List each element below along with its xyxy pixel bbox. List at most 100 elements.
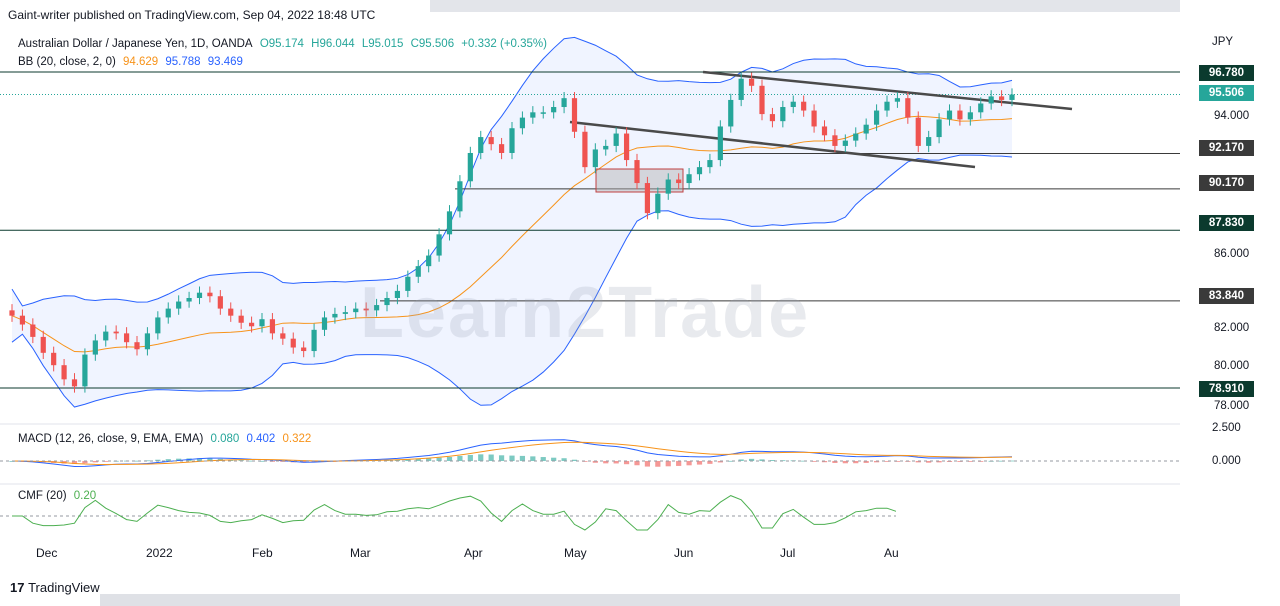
- price-tick: 78.000: [1214, 400, 1250, 412]
- x-label: Dec: [36, 546, 58, 560]
- candle-body: [446, 211, 453, 235]
- ohlc-change: +0.332 (+0.35%): [461, 38, 547, 50]
- macd-histogram-bar: [873, 461, 880, 463]
- published-text: Gaint-writer published on TradingView.co…: [8, 8, 376, 22]
- ohlc-open: O95.174: [259, 38, 304, 50]
- macd-histogram-bar: [957, 461, 963, 462]
- price-tag-92170: 92.170: [1199, 140, 1254, 156]
- candle-body: [311, 329, 317, 352]
- candle-body: [30, 324, 36, 337]
- candle-body: [155, 317, 161, 334]
- macd-histogram-bar: [530, 456, 536, 461]
- candle-body: [748, 78, 755, 86]
- macd-histogram-bar: [498, 455, 505, 461]
- candle-body: [530, 112, 536, 118]
- candle-body: [478, 137, 484, 153]
- candle-body: [738, 78, 744, 100]
- symbol-name: Australian Dollar / Japanese Yen, 1D, OA…: [18, 38, 253, 50]
- macd-histogram-bar: [311, 461, 317, 463]
- price-tag-83840: 83.840: [1199, 288, 1254, 304]
- macd-line: [11, 439, 1013, 467]
- header-bar: Gaint-writer published on TradingView.co…: [0, 0, 1280, 30]
- macd-histogram-bar: [467, 454, 473, 461]
- candle-body: [301, 347, 307, 352]
- macd-histogram-bar: [540, 457, 546, 461]
- macd-histogram-bar: [509, 455, 515, 461]
- candle-body: [957, 110, 963, 120]
- candle-body: [759, 85, 765, 115]
- cmf-line: [12, 495, 1013, 531]
- candle-body: [551, 107, 557, 113]
- candle-body: [498, 144, 505, 153]
- candle-body: [176, 301, 182, 309]
- candle-body: [71, 379, 78, 387]
- candle-body: [238, 315, 244, 323]
- macd-histogram-bar: [519, 455, 526, 461]
- candle-body: [561, 98, 567, 108]
- macd-histogram-bar: [71, 461, 78, 465]
- candle-body: [373, 305, 380, 311]
- candle-body: [61, 365, 67, 380]
- macd-histogram-bar: [894, 461, 901, 462]
- macd-histogram-bar: [551, 457, 557, 461]
- macd-histogram-bar: [811, 461, 817, 462]
- macd-histogram-bar: [748, 458, 755, 461]
- macd-histogram-bar: [176, 458, 182, 461]
- macd-histogram-bar: [134, 460, 140, 462]
- candle-body: [134, 342, 140, 350]
- macd-histogram-bar: [165, 459, 171, 461]
- macd-histogram-bar: [478, 454, 484, 461]
- candle-body: [634, 160, 640, 184]
- macd-histogram-bar: [842, 461, 848, 464]
- candle-body: [426, 255, 432, 267]
- bb-label: BB (20, close, 2, 0): [18, 56, 116, 68]
- candle-body: [821, 126, 828, 136]
- bb-lower-line: [11, 154, 1013, 408]
- candle-body: [873, 110, 880, 125]
- macd-histogram-bar: [415, 458, 421, 461]
- macd-histogram-bar: [259, 460, 265, 462]
- tv-logo-icon: 17: [10, 580, 29, 595]
- macd-histogram-bar: [436, 457, 442, 461]
- candle-body: [92, 340, 98, 355]
- price-tag-96780: 96.780: [1199, 65, 1254, 81]
- price-tick: 86.000: [1214, 248, 1250, 260]
- macd-histogram-bar: [676, 461, 682, 466]
- x-label: Mar: [350, 546, 371, 560]
- macd-histogram-bar: [769, 460, 776, 461]
- candle-body: [582, 131, 588, 168]
- candle-body: [40, 336, 46, 353]
- macd-histogram-bar: [967, 461, 973, 462]
- trend-line-upper: [702, 70, 1073, 111]
- candle-body: [144, 333, 151, 350]
- candle-body: [842, 140, 848, 146]
- macd-tick: 0.000: [1212, 455, 1241, 467]
- candle-body: [488, 137, 494, 145]
- bb-upper-line: [11, 36, 1013, 307]
- macd-histogram-bar: [717, 461, 723, 463]
- candle-body: [728, 99, 734, 127]
- ohlc-close: C95.506: [410, 38, 455, 50]
- candle-body: [321, 317, 328, 330]
- macd-legend: MACD (12, 26, close, 9, EMA, EMA) 0.080 …: [18, 433, 315, 445]
- macd-line-value: 0.402: [246, 433, 276, 445]
- candle-body: [717, 126, 723, 161]
- bb-legend: BB (20, close, 2, 0) 94.629 95.788 93.46…: [18, 56, 247, 68]
- candle-body: [863, 124, 869, 134]
- candle-body: [644, 183, 651, 214]
- macd-histogram-bar: [571, 459, 578, 461]
- candle-body: [592, 149, 598, 168]
- macd-tick: 2.500: [1212, 422, 1241, 434]
- macd-histogram-bar: [561, 458, 567, 461]
- candle-body: [686, 174, 692, 184]
- price-tag-78910: 78.910: [1199, 381, 1254, 397]
- x-label: Jul: [780, 546, 796, 560]
- candle-body: [613, 133, 619, 146]
- macd-histogram-bar: [665, 461, 671, 467]
- macd-histogram-bar: [696, 461, 703, 465]
- candle-body: [603, 145, 609, 150]
- macd-histogram-bar: [405, 459, 411, 461]
- candle-body: [457, 181, 463, 212]
- tradingview-logo[interactable]: 17 TradingView: [10, 580, 100, 595]
